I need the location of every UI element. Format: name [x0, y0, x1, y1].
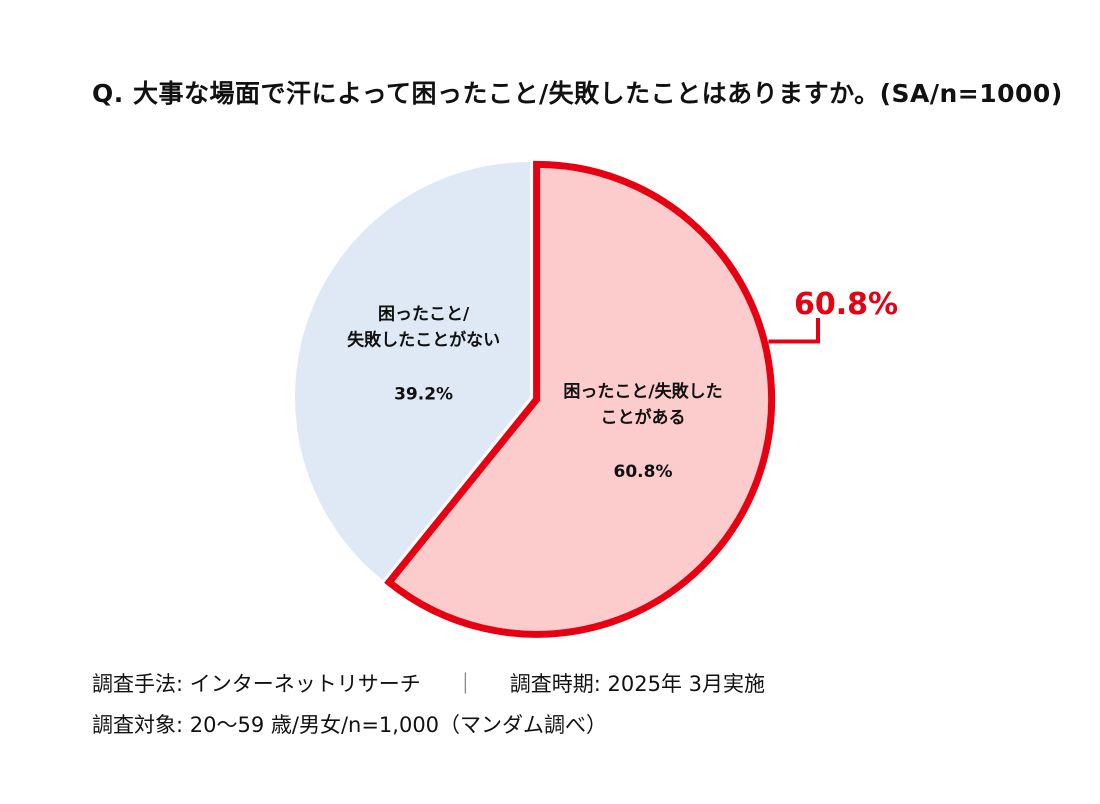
- slice-label: 困ったこと/失敗した: [563, 381, 722, 402]
- slice-label: 困ったこと/: [378, 305, 470, 325]
- pie-slice: [295, 162, 530, 580]
- pie-slice: [384, 160, 776, 638]
- survey-notes-line-2: 調査対象: 20～59 歳/男女/n=1,000（マンダム調べ）: [92, 709, 607, 739]
- slice-value-label: 60.8%: [614, 462, 673, 482]
- chart-title: Q. 大事な場面で汗によって困ったこと/失敗したことはありますか。(SA/n=1…: [92, 79, 1063, 108]
- callout-leader-line: [768, 318, 820, 344]
- callout-value-label: 60.8%: [794, 287, 898, 322]
- survey-target: 調査対象: 20～59 歳/男女/n=1,000（マンダム調べ）: [92, 713, 608, 737]
- slice-label: 失敗したことがない: [347, 330, 500, 351]
- slice-label: ことがある: [601, 407, 686, 428]
- survey-period: 調査時期: 2025年 3月実施: [509, 672, 765, 696]
- slice-value-label: 39.2%: [394, 385, 453, 405]
- survey-notes-line-1: 調査手法: インターネットリサーチ ｜ 調査時期: 2025年 3月実施: [92, 668, 765, 698]
- notes-separator: ｜: [454, 672, 476, 696]
- survey-method: 調査手法: インターネットリサーチ: [92, 672, 421, 696]
